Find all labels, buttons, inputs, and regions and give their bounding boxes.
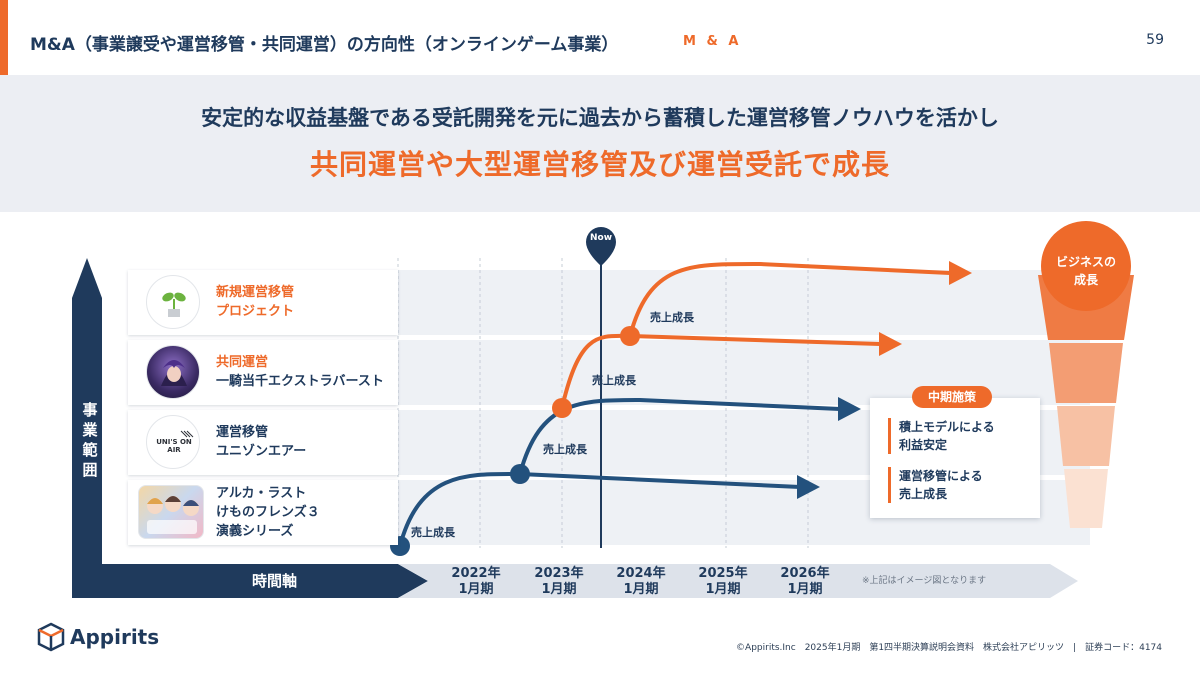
- policy-box: [870, 398, 1040, 518]
- growth-label-2022: 売上成長: [411, 526, 455, 539]
- row-label: 共同運営 一騎当千エクストラバースト: [216, 355, 384, 389]
- milestone-node-3: [552, 398, 572, 418]
- milestone-node-2: [510, 464, 530, 484]
- row-joint-operation: 共同運営 一騎当千エクストラバースト: [128, 340, 1090, 405]
- growth-arrowhead-1: [797, 475, 820, 499]
- row-label: 運営移管 ユニゾンエアー: [216, 425, 307, 459]
- unisons-air-logo: UNI'S ON AIR: [146, 415, 200, 469]
- year-tick-2022: 2022年 1月期: [451, 566, 501, 597]
- row-legacy-titles: アルカ・ラスト けものフレンズ３ 演義シリーズ: [128, 480, 1090, 545]
- year-tick-2026: 2026年 1月期: [780, 566, 830, 597]
- section-tag: M & A: [683, 34, 742, 49]
- row-label: アルカ・ラスト けものフレンズ３ 演義シリーズ: [216, 486, 320, 539]
- policy-badge: 中期施策: [912, 386, 992, 408]
- x-axis-label: 時間軸: [252, 572, 298, 590]
- y-axis-arrow: [72, 258, 102, 598]
- row-operation-transfer: UNI'S ON AIR 運営移管 ユニゾンエアー: [128, 410, 1090, 475]
- x-axis-arrow: [72, 564, 428, 598]
- policy-item-2: 運営移管による 売上成長: [888, 467, 983, 503]
- sprout-icon: [146, 275, 200, 329]
- now-marker: [586, 227, 616, 266]
- growth-arrowhead-3: [879, 332, 902, 356]
- now-label: Now: [589, 233, 613, 243]
- year-tick-2025: 2025年 1月期: [698, 566, 748, 597]
- x-axis-timeline: [398, 564, 1078, 598]
- row-label: 新規運営移管 プロジェクト: [216, 285, 295, 319]
- page-title: M&A（事業譲受や運営移管・共同運営）の方向性（オンラインゲーム事業）: [30, 35, 619, 55]
- game-characters-icon: [138, 485, 204, 539]
- message-banner: [0, 75, 1200, 212]
- year-tick-2024: 2024年 1月期: [616, 566, 666, 597]
- business-growth-label: ビジネスの 成長: [1055, 255, 1116, 287]
- game-character-icon: [146, 345, 200, 399]
- policy-item-1: 積上モデルによる 利益安定: [888, 418, 995, 454]
- milestone-node-4: [620, 326, 640, 346]
- y-axis-label: 事業範囲: [82, 401, 98, 479]
- year-tick-2023: 2023年 1月期: [534, 566, 584, 597]
- page-number: 59: [1146, 32, 1164, 48]
- growth-arrowhead-2: [838, 397, 861, 421]
- growth-label-2024: 売上成長: [650, 311, 694, 324]
- image-note: ※上記はイメージ図となります: [862, 576, 987, 586]
- growth-arrowhead-4: [949, 261, 972, 285]
- footer-copyright: ©Appirits.Inc 2025年1月期 第1四半期決算説明会資料 株式会社…: [736, 643, 1162, 653]
- appirits-logo-icon: [37, 622, 65, 652]
- row-new-transfer: 新規運営移管 プロジェクト: [128, 270, 1090, 335]
- growth-curve-4: [628, 261, 951, 337]
- header-accent-bar: [0, 0, 8, 75]
- growth-label-2023: 売上成長: [543, 443, 587, 456]
- appirits-logo-text: Appirits: [70, 625, 160, 649]
- growth-label-2023-orange: 売上成長: [592, 374, 636, 387]
- business-growth-funnel: [1038, 221, 1134, 528]
- banner-subheading: 安定的な収益基盤である受託開発を元に過去から蓄積した運営移管ノウハウを活かし: [201, 106, 999, 130]
- banner-heading: 共同運営や大型運営移管及び運営受託で成長: [309, 148, 890, 181]
